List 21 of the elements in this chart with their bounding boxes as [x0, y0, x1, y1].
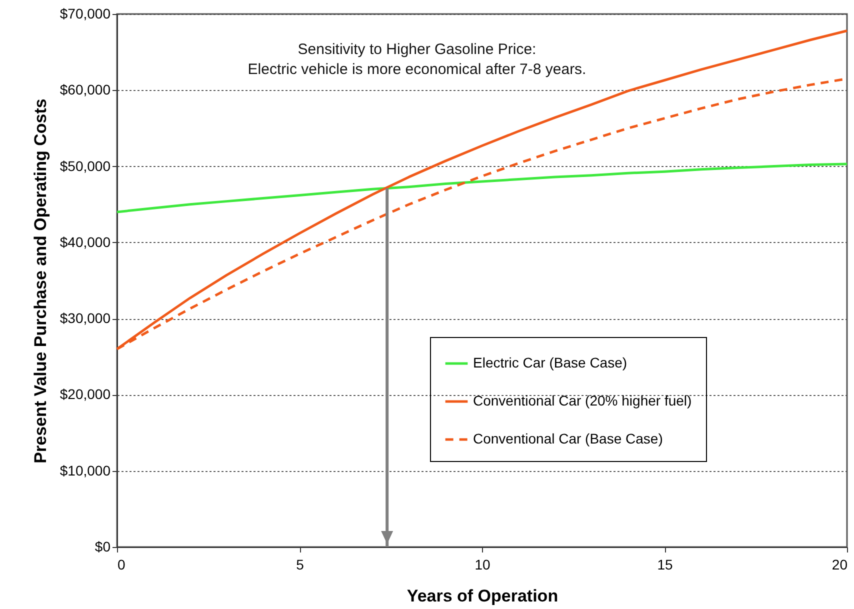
legend-label: Conventional Car (Base Case) [473, 430, 663, 446]
annotation: Sensitivity to Higher Gasoline Price: [298, 41, 536, 58]
legend-label: Conventional Car (20% higher fuel) [473, 392, 692, 408]
y-tick-label: $0 [94, 538, 111, 554]
x-tick-label: 20 [832, 556, 848, 572]
y-tick-label: $10,000 [60, 462, 111, 478]
x-tick-label: 15 [657, 556, 673, 572]
x-tick-label: 0 [118, 556, 126, 572]
y-tick-label: $60,000 [60, 82, 111, 98]
y-tick-label: $40,000 [60, 234, 111, 250]
y-tick-label: $20,000 [60, 386, 111, 402]
y-tick-label: $70,000 [60, 6, 111, 22]
y-axis-title: Present Value Purchase and Operating Costs [30, 98, 50, 464]
legend-label: Electric Car (Base Case) [473, 354, 628, 370]
y-tick-label: $50,000 [60, 158, 111, 174]
y-tick-label: $30,000 [60, 310, 111, 326]
x-tick-label: 5 [296, 556, 304, 572]
annotation: Electric vehicle is more economical after 7-8 years. [248, 61, 586, 78]
x-tick-label: 10 [474, 556, 490, 572]
x-axis-title: Years of Operation [406, 586, 558, 606]
line-series [116, 162, 848, 214]
